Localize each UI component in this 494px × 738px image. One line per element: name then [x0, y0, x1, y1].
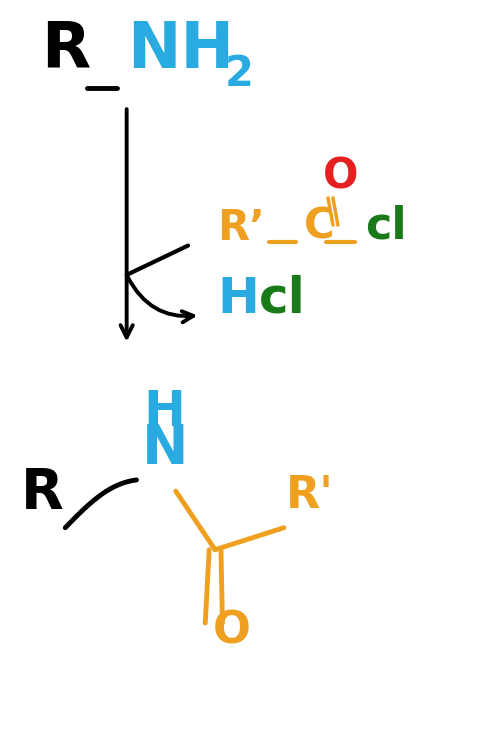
Text: cl: cl [365, 204, 407, 247]
Text: NH: NH [126, 18, 234, 80]
Text: R’: R’ [217, 207, 265, 249]
Text: H: H [217, 275, 259, 323]
Text: C: C [303, 205, 334, 247]
Text: O: O [212, 610, 250, 652]
Text: H: H [144, 388, 186, 436]
Text: R: R [41, 18, 90, 80]
Text: O: O [323, 156, 359, 198]
Text: R': R' [287, 474, 334, 517]
Text: R: R [21, 466, 64, 520]
Text: cl: cl [259, 275, 306, 323]
Text: N: N [141, 422, 188, 477]
Text: 2: 2 [225, 53, 254, 95]
